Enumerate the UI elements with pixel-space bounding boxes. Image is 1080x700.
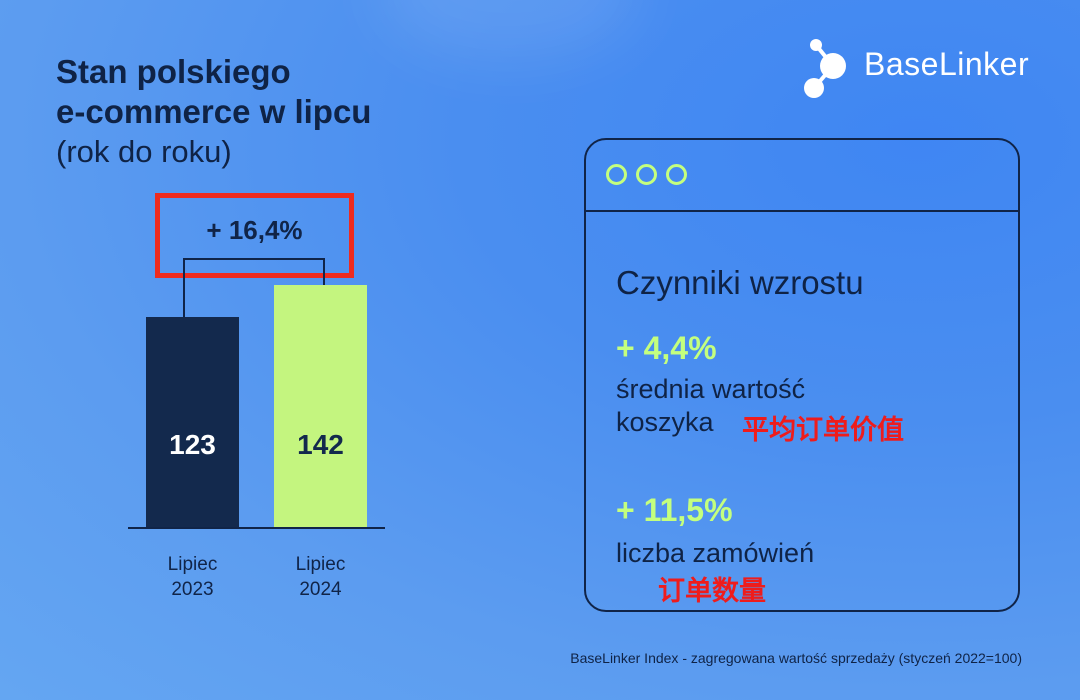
x-axis-line	[128, 527, 385, 529]
card-window-header	[586, 140, 1018, 212]
metric-orders-label-line: liczba zamówień	[616, 538, 815, 568]
bar-value-label: 123	[169, 428, 216, 460]
change-label: + 16,4%	[206, 215, 303, 245]
metric-basket-label-line: średnia wartość	[616, 374, 806, 404]
page-title: Stan polskiego e-commerce w lipcu	[56, 52, 371, 132]
metric-orders-label: liczba zamówień	[616, 537, 814, 570]
bracket-connector	[182, 258, 185, 318]
growth-factors-card: Czynniki wzrostu + 4,4% średnia wartość …	[584, 138, 1020, 612]
window-dot-icon	[666, 164, 687, 185]
title-line-1: Stan polskiego	[56, 53, 291, 90]
metric-basket-annotation: 平均订单价值	[742, 415, 904, 446]
metric-basket-label: średnia wartość koszyka	[616, 373, 805, 439]
card-title: Czynniki wzrostu	[616, 264, 864, 301]
metric-basket-label-line: koszyka	[616, 407, 714, 437]
baselinker-logo: BaseLinker	[800, 36, 1050, 100]
change-bracket	[182, 258, 325, 287]
sales-bar-chart: + 16,4% 123 Lipiec 2023 142 Lipiec 2024	[0, 0, 440, 620]
x-tick-label-line: 2024	[299, 579, 342, 600]
x-tick-label-line: 2023	[171, 579, 214, 600]
metric-orders-pct: + 11,5%	[616, 492, 733, 528]
bar-value-label: 142	[297, 429, 344, 460]
x-tick-label: Lipiec 2024	[273, 552, 369, 602]
x-tick-label: Lipiec 2023	[145, 552, 241, 602]
x-tick-label-line: Lipiec	[295, 554, 346, 575]
bar-lipiec-2024: 142	[274, 285, 367, 527]
title-line-2: e-commerce w lipcu	[56, 93, 372, 130]
logo-text: BaseLinker	[864, 46, 1030, 82]
page-subtitle: (rok do roku)	[56, 134, 232, 169]
metric-basket-pct: + 4,4%	[616, 330, 717, 366]
x-tick-label-line: Lipiec	[167, 554, 218, 575]
window-dot-icon	[636, 164, 657, 185]
window-dot-icon	[606, 164, 627, 185]
footnote: BaseLinker Index - zagregowana wartość s…	[570, 650, 1022, 666]
metric-orders-annotation: 订单数量	[658, 576, 766, 607]
bar-lipiec-2023: 123	[146, 317, 239, 527]
baselinker-logo-icon	[804, 39, 846, 98]
change-highlight-box: + 16,4%	[155, 193, 354, 278]
